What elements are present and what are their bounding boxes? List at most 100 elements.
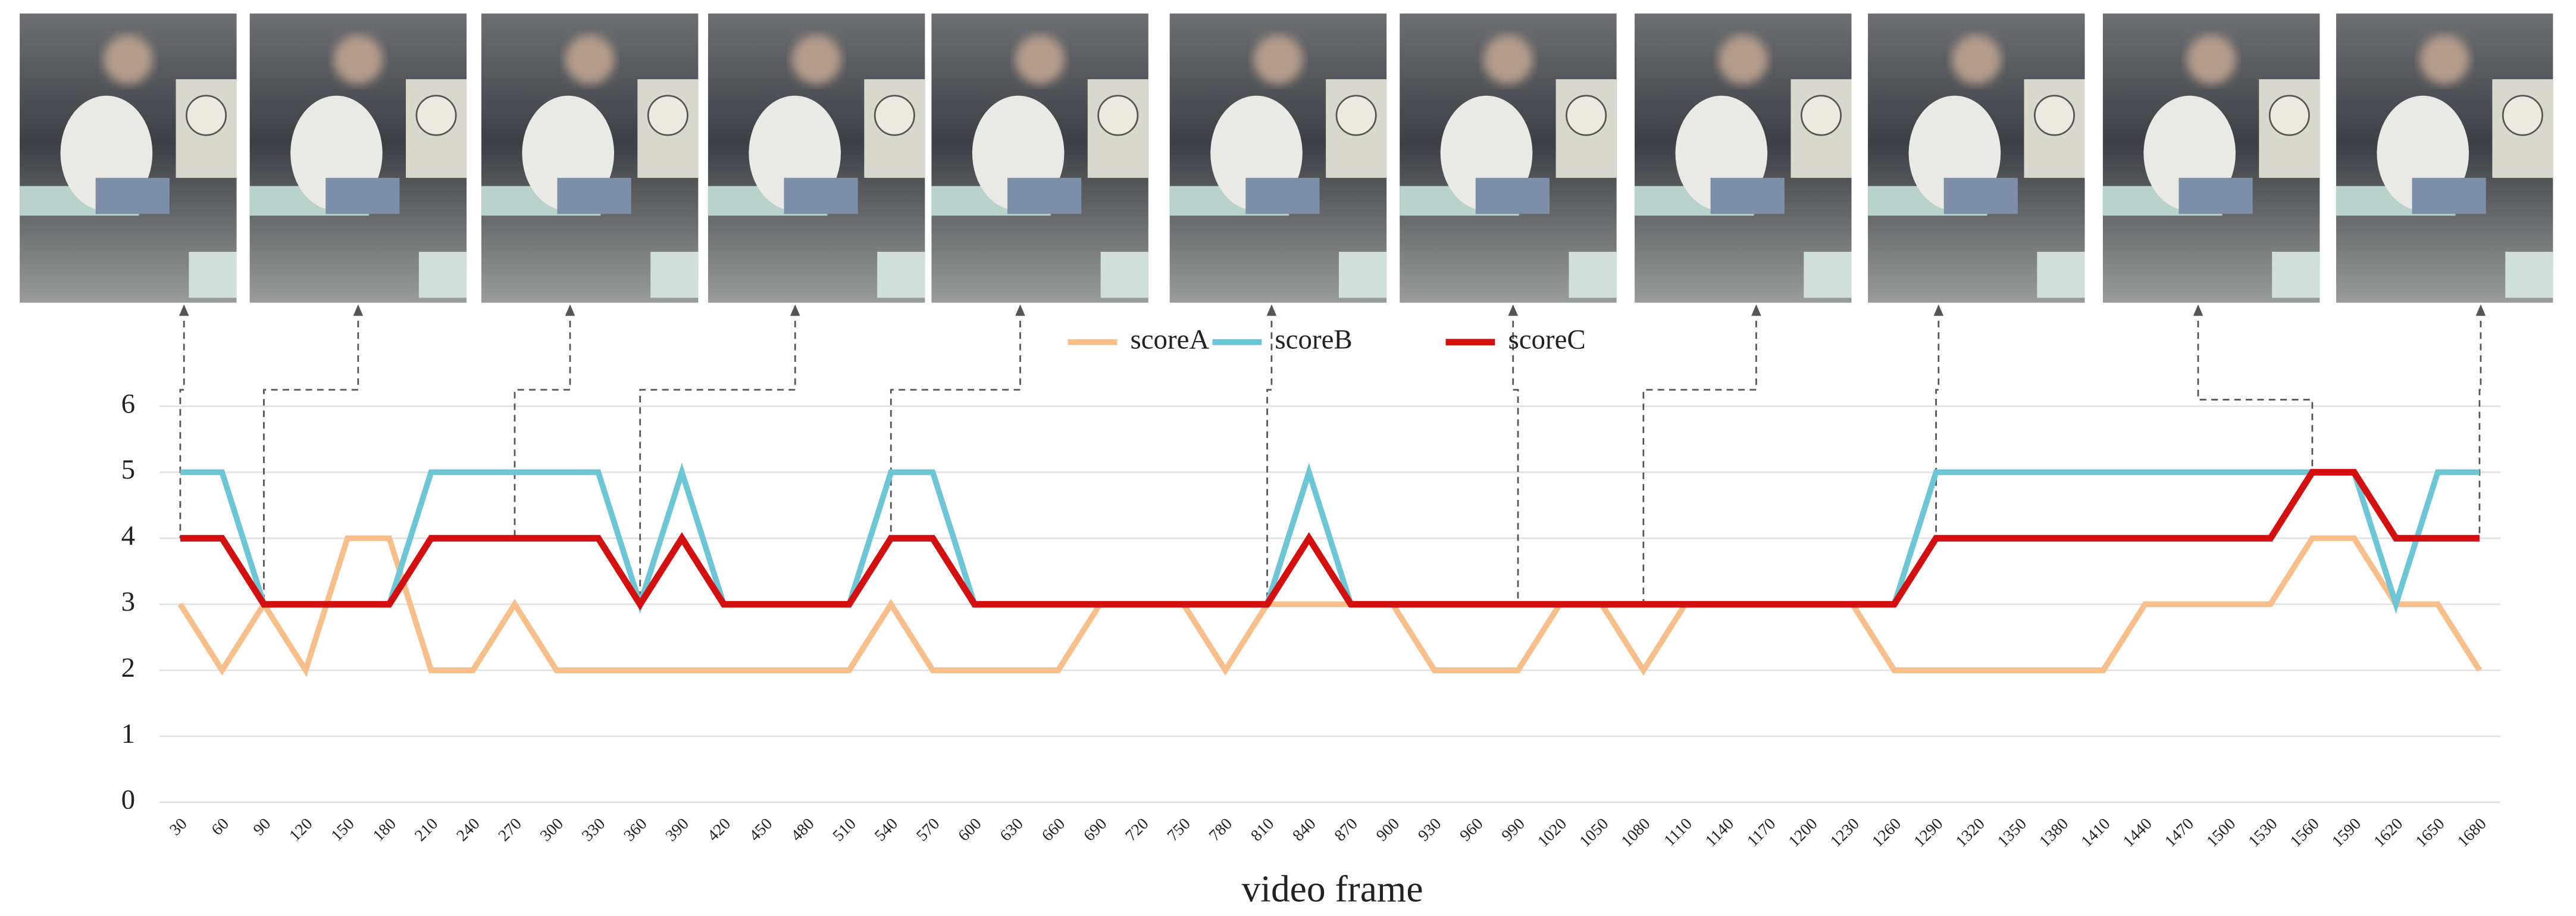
- x-tick-label: 1440: [2119, 814, 2155, 851]
- floor: [2272, 252, 2320, 298]
- connector-arrowhead: [2193, 304, 2203, 316]
- floor: [1569, 252, 1617, 298]
- x-tick-label: 780: [1205, 814, 1235, 845]
- photo: [1635, 13, 1852, 303]
- face-blur: [103, 35, 153, 85]
- frame-connector: [514, 309, 571, 539]
- machine-wheel: [2268, 95, 2310, 136]
- x-tick-label: 270: [494, 814, 525, 845]
- face-blur: [2186, 35, 2236, 85]
- face-blur: [565, 35, 615, 85]
- floor: [877, 252, 925, 298]
- machine-wheel: [1800, 95, 1842, 136]
- x-tick-label: 870: [1331, 814, 1361, 845]
- photo: [1169, 13, 1387, 303]
- floor: [189, 252, 237, 298]
- x-tick-label: 660: [1038, 814, 1068, 845]
- x-tick-label: 390: [662, 814, 692, 845]
- y-tick-label: 6: [121, 388, 135, 419]
- x-tick-label: 1200: [1785, 814, 1821, 851]
- person-legs: [1245, 177, 1320, 214]
- frame-connector: [263, 309, 359, 605]
- y-tick-label: 5: [121, 454, 135, 485]
- legend-label: scoreA: [1130, 324, 1209, 355]
- x-tick-label: 1500: [2202, 814, 2239, 851]
- legend-label: scoreC: [1508, 324, 1585, 355]
- photo-strip: [20, 13, 2553, 303]
- x-tick-label: 1350: [1993, 814, 2030, 851]
- x-tick-label: 600: [954, 814, 985, 845]
- frame-connector: [890, 309, 1021, 539]
- x-tick-label: 1110: [1660, 814, 1695, 849]
- floor: [1100, 252, 1148, 298]
- x-tick-label: 570: [912, 814, 943, 845]
- frame-connector: [1935, 309, 1940, 539]
- x-tick-label: 1410: [2077, 814, 2114, 851]
- floor: [1804, 252, 1852, 298]
- x-tick-label: 1170: [1743, 814, 1779, 850]
- x-tick-label: 240: [453, 814, 483, 845]
- face-blur: [1015, 35, 1065, 85]
- x-tick-label: 210: [411, 814, 441, 845]
- x-tick-label: 1230: [1826, 814, 1863, 851]
- x-tick-label: 900: [1372, 814, 1403, 845]
- machine-wheel: [647, 95, 688, 136]
- x-tick-label: 90: [249, 814, 274, 839]
- connector-arrowhead: [1508, 304, 1519, 316]
- series-line: [177, 535, 2482, 677]
- x-tick-label: 1590: [2328, 814, 2364, 851]
- person-legs: [784, 177, 858, 214]
- face-blur: [1951, 35, 2001, 85]
- machine-wheel: [186, 95, 227, 136]
- x-tick-label: 840: [1289, 814, 1319, 845]
- floor: [2505, 252, 2553, 298]
- x-tick-label: 630: [996, 814, 1026, 845]
- frame-connector: [1512, 309, 1519, 605]
- floor: [1338, 252, 1387, 298]
- connector-arrowhead: [1015, 304, 1025, 316]
- floor: [2037, 252, 2085, 298]
- frame-connector: [1266, 309, 1273, 605]
- machine-wheel: [2502, 95, 2543, 136]
- x-tick-label: 60: [208, 814, 232, 839]
- x-tick-label: 1080: [1617, 814, 1654, 851]
- y-tick-label: 3: [121, 586, 135, 617]
- x-axis-label: video frame: [1242, 867, 1423, 909]
- connector-arrowhead: [1933, 304, 1944, 316]
- x-tick-label: 750: [1163, 814, 1194, 845]
- photo: [2102, 13, 2320, 303]
- frame-connector: [2197, 309, 2314, 473]
- x-tick-label: 30: [165, 814, 190, 839]
- x-tick-label: 300: [536, 814, 566, 845]
- face-blur: [1253, 35, 1303, 85]
- person-legs: [2179, 177, 2253, 214]
- connector-arrowhead: [790, 304, 800, 316]
- x-tick-label: 1320: [1952, 814, 1988, 851]
- x-tick-label: 450: [745, 814, 775, 845]
- person-legs: [1475, 177, 1550, 214]
- x-tick-label: 1260: [1868, 814, 1904, 851]
- person-legs: [2412, 177, 2486, 214]
- machine-wheel: [874, 95, 915, 136]
- connector-arrowhead: [565, 304, 575, 316]
- x-tick-label: 960: [1456, 814, 1486, 845]
- photo: [20, 13, 237, 303]
- photo: [481, 13, 699, 303]
- connector-arrowhead: [1266, 304, 1277, 316]
- frame-connector: [179, 309, 185, 539]
- frame-connector: [639, 309, 796, 605]
- y-tick-label: 2: [121, 652, 135, 683]
- x-tick-label: 330: [578, 814, 608, 845]
- x-tick-label: 1470: [2161, 814, 2197, 851]
- x-tick-label: 690: [1079, 814, 1110, 845]
- face-blur: [1718, 35, 1768, 85]
- series-line: [180, 462, 2480, 614]
- face-blur: [2420, 35, 2469, 85]
- machine-wheel: [1097, 95, 1139, 136]
- y-tick-label: 1: [121, 718, 135, 749]
- face-blur: [333, 35, 383, 85]
- photo: [2336, 13, 2553, 303]
- x-tick-label: 1530: [2245, 814, 2281, 851]
